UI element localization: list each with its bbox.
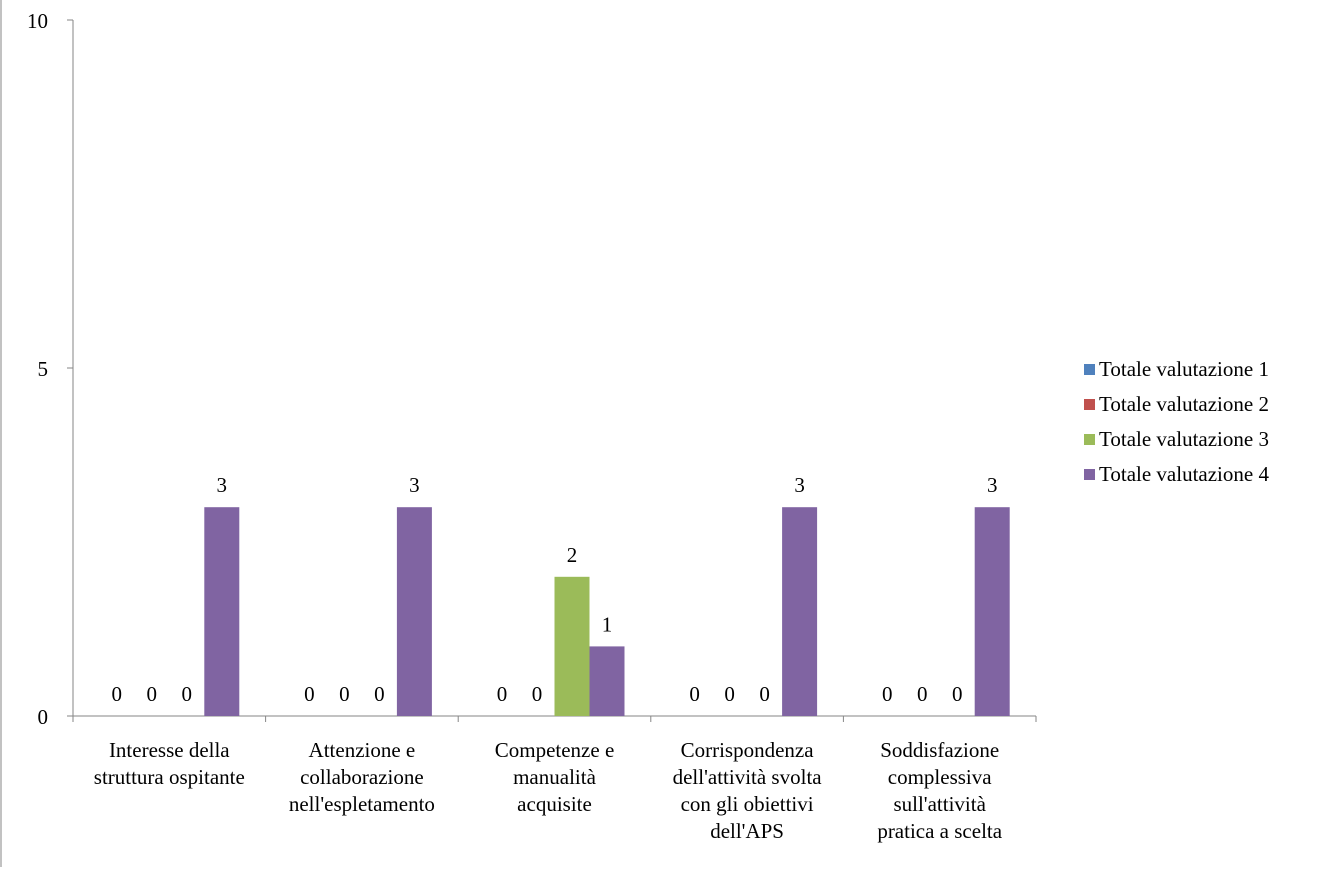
x-tick-label: dell'APS	[710, 819, 784, 843]
x-tick-label: manualità	[513, 765, 596, 789]
data-label: 0	[532, 682, 543, 706]
data-label: 0	[917, 682, 928, 706]
x-tick-label: pratica a scelta	[877, 819, 1002, 843]
legend-label-series-2: Totale valutazione 2	[1099, 392, 1269, 416]
legend-item-series-1: Totale valutazione 1	[1084, 352, 1269, 387]
data-label: 0	[339, 682, 350, 706]
data-label: 3	[794, 473, 805, 497]
data-label: 1	[602, 612, 613, 636]
data-label: 0	[112, 682, 123, 706]
y-tick-label: 0	[38, 705, 49, 729]
y-tick-label: 10	[27, 9, 48, 33]
data-label: 0	[304, 682, 315, 706]
bar	[782, 507, 818, 716]
data-label: 0	[759, 682, 770, 706]
data-label: 0	[374, 682, 385, 706]
bar	[396, 507, 432, 716]
data-label: 0	[147, 682, 158, 706]
x-tick-label: Interesse della	[109, 738, 230, 762]
legend-label-series-4: Totale valutazione 4	[1099, 462, 1269, 486]
bar	[554, 576, 590, 716]
data-label: 3	[987, 473, 998, 497]
legend-swatch-series-2	[1084, 399, 1095, 410]
x-tick-label: collaborazione	[300, 765, 424, 789]
data-label: 0	[182, 682, 193, 706]
x-tick-label: Attenzione e	[309, 738, 416, 762]
x-tick-label: Corrispondenza	[681, 738, 815, 762]
legend-item-series-2: Totale valutazione 2	[1084, 387, 1269, 422]
legend-label-series-3: Totale valutazione 3	[1099, 427, 1269, 451]
x-tick-label: nell'espletamento	[289, 792, 435, 816]
bar	[204, 507, 240, 716]
x-tick-label: con gli obiettivi	[681, 792, 814, 816]
x-tick-label: dell'attività svolta	[673, 765, 823, 789]
bar	[589, 646, 625, 716]
data-label: 0	[724, 682, 735, 706]
x-tick-label: Soddisfazione	[880, 738, 999, 762]
data-label: 3	[217, 473, 228, 497]
y-tick-label: 5	[38, 357, 49, 381]
legend-item-series-3: Totale valutazione 3	[1084, 422, 1269, 457]
legend-label-series-1: Totale valutazione 1	[1099, 357, 1269, 381]
x-tick-label: Competenze e	[495, 738, 615, 762]
data-label: 0	[952, 682, 963, 706]
data-label: 0	[497, 682, 508, 706]
data-label: 3	[409, 473, 420, 497]
data-label: 0	[689, 682, 700, 706]
x-tick-label: struttura ospitante	[94, 765, 245, 789]
legend-swatch-series-3	[1084, 434, 1095, 445]
data-label: 0	[882, 682, 893, 706]
data-label: 2	[567, 543, 578, 567]
legend-item-series-4: Totale valutazione 4	[1084, 457, 1269, 492]
bar	[974, 507, 1010, 716]
x-tick-label: complessiva	[888, 765, 992, 789]
legend-swatch-series-4	[1084, 469, 1095, 480]
legend: Totale valutazione 1 Totale valutazione …	[1084, 352, 1269, 492]
x-tick-label: sull'attività	[893, 792, 986, 816]
x-tick-label: acquisite	[517, 792, 592, 816]
legend-swatch-series-1	[1084, 364, 1095, 375]
